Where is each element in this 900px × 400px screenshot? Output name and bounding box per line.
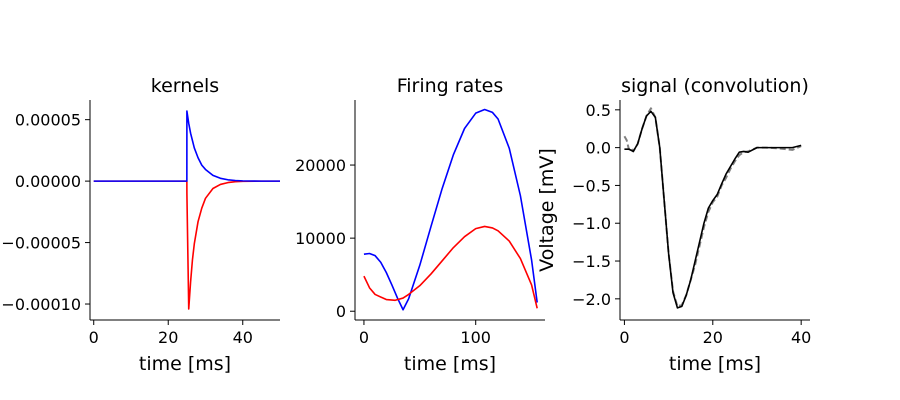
panel-2: 0 100 0 10000 20000 Firing rates time [ms] — [295, 75, 545, 375]
series-line-1 — [363, 108, 538, 311]
x-tick-label: 40 — [233, 328, 253, 347]
y-axis-label: Voltage [mV] — [536, 148, 558, 272]
y-tick-label: 0.00005 — [15, 111, 81, 130]
x-tick-label: 0 — [89, 328, 99, 347]
y-tick-label: −1.5 — [572, 252, 611, 271]
x-tick-label: 20 — [158, 328, 178, 347]
chart-title: signal (convolution) — [621, 75, 809, 97]
series-line-1 — [623, 107, 802, 308]
x-tick-label: 0 — [359, 328, 369, 347]
y-tick-label: 0 — [336, 302, 346, 321]
y-tick-label: −2.0 — [572, 290, 611, 309]
panel-1: 0 20 40 −0.00010 −0.00005 0.00000 0.00005 kerne… — [1, 75, 280, 375]
chart-title: Firing rates — [397, 75, 504, 97]
series-line-2 — [93, 110, 280, 182]
y-tick-label: −0.00010 — [1, 295, 81, 314]
y-tick-label: 20000 — [295, 156, 346, 175]
x-tick-label: 100 — [460, 328, 491, 347]
series-line-2 — [363, 225, 538, 309]
x-axis-label: time [ms] — [404, 353, 496, 375]
y-tick-label: 10000 — [295, 229, 346, 248]
y-tick-label: 0.0 — [586, 139, 611, 158]
y-tick-label: −0.5 — [572, 176, 611, 195]
x-axis-label: time [ms] — [139, 353, 231, 375]
chart-title: kernels — [151, 75, 219, 97]
y-tick-label: 0.5 — [586, 101, 611, 120]
x-tick-label: 20 — [703, 328, 723, 347]
x-axis-label: time [ms] — [669, 353, 761, 375]
y-tick-label: 0.00000 — [15, 172, 81, 191]
series-line-1 — [93, 180, 280, 310]
series-line-2 — [624, 110, 802, 309]
panel-3: 0 20 40 −2.0 −1.5 −1.0 −0.5 0.0 0.5 signal (convo… — [536, 75, 811, 375]
x-tick-label: 40 — [791, 328, 811, 347]
y-tick-label: −0.00005 — [1, 234, 81, 253]
x-tick-label: 0 — [619, 328, 629, 347]
y-tick-label: −1.0 — [572, 214, 611, 233]
